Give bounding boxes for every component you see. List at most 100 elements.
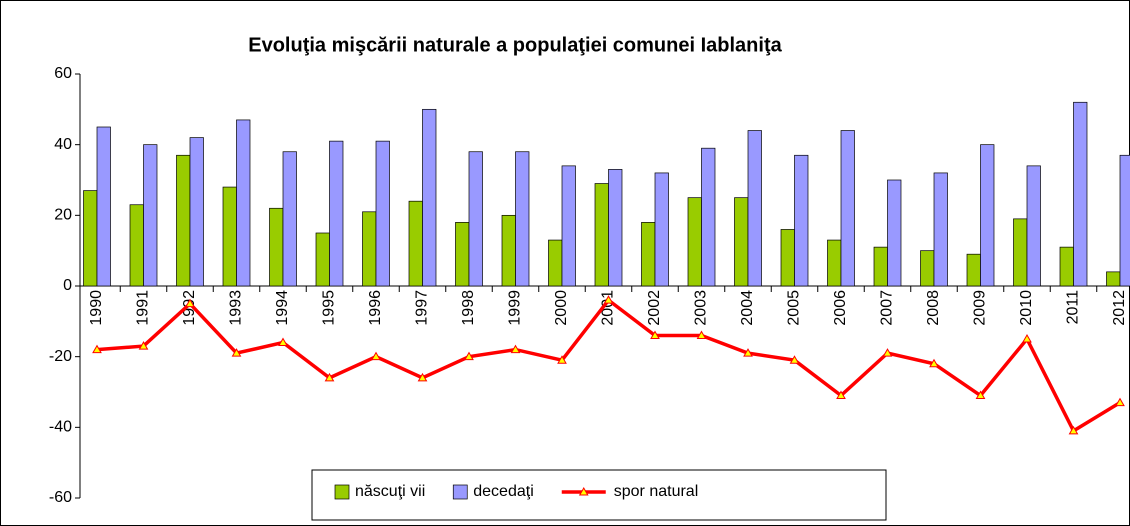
marker: [603, 295, 614, 304]
bar: [501, 214, 516, 287]
y-tick-label: 40: [54, 136, 72, 153]
y-tick-label: -60: [49, 489, 72, 506]
marker: [417, 372, 428, 382]
marker: [1115, 397, 1125, 407]
bar: [375, 140, 390, 287]
x-tick-label: 1995: [321, 290, 338, 326]
x-tick-label: 2000: [553, 290, 570, 326]
bar: [873, 246, 888, 287]
bar: [189, 137, 204, 287]
marker: [650, 330, 660, 339]
bar: [594, 183, 609, 287]
x-tick-label: 2012: [1111, 290, 1128, 326]
marker: [743, 348, 753, 357]
y-tick-label: -20: [49, 348, 72, 365]
bar: [1026, 165, 1041, 287]
x-tick-label: 2003: [693, 290, 710, 326]
bar: [222, 186, 237, 287]
bar: [83, 190, 98, 287]
bar: [1106, 271, 1121, 287]
x-tick-label: 2005: [786, 290, 803, 326]
marker: [789, 355, 800, 364]
marker: [882, 348, 893, 357]
x-tick-label: 2010: [1018, 290, 1035, 326]
marker: [464, 351, 474, 361]
bar: [269, 207, 284, 287]
bar: [966, 253, 981, 287]
x-tick-label: 1992: [181, 290, 198, 326]
bar: [455, 222, 470, 287]
bar: [840, 130, 855, 287]
bar: [687, 197, 702, 287]
bar: [561, 165, 576, 287]
bar: [1073, 101, 1088, 287]
x-tick-label: 2006: [832, 290, 849, 326]
x-tick-label: 1996: [367, 290, 384, 326]
x-tick-label: 2007: [879, 290, 896, 326]
x-tick-label: 1991: [135, 290, 152, 326]
bar: [734, 197, 749, 287]
marker: [231, 348, 242, 357]
x-tick-label: 2004: [739, 290, 756, 326]
marker: [557, 355, 567, 364]
marker: [92, 344, 102, 354]
bar: [608, 169, 623, 287]
legend-swatch: [452, 484, 468, 500]
bar: [176, 154, 191, 287]
bar: [129, 204, 144, 287]
bar: [329, 140, 344, 287]
x-tick-label: 2008: [925, 290, 942, 326]
bar: [96, 126, 111, 287]
x-tick-label: 1999: [507, 290, 524, 326]
bar: [515, 151, 530, 287]
y-tick-label: 20: [54, 207, 72, 224]
legend-label: spor natural: [614, 483, 699, 500]
y-tick-label: -40: [49, 419, 72, 436]
bar: [827, 239, 842, 287]
bar: [654, 172, 669, 287]
bar: [408, 200, 423, 287]
marker: [371, 351, 381, 361]
marker: [324, 372, 335, 382]
x-tick-label: 2011: [1065, 290, 1082, 325]
marker: [185, 298, 195, 308]
bar: [1119, 154, 1130, 287]
legend-label: decedaţi: [473, 483, 534, 500]
y-tick-label: 0: [63, 277, 72, 294]
bar: [1059, 246, 1074, 287]
marker: [929, 358, 939, 368]
bar: [641, 222, 656, 287]
bar: [933, 172, 948, 287]
marker: [975, 390, 986, 400]
legend-swatch: [334, 484, 350, 500]
bar: [747, 130, 762, 287]
marker: [1022, 333, 1032, 343]
bar: [780, 229, 795, 287]
bar: [282, 151, 297, 287]
bar: [701, 147, 716, 287]
x-tick-label: 1993: [228, 290, 245, 326]
bar: [468, 151, 483, 287]
bar: [143, 144, 158, 287]
marker: [278, 337, 288, 347]
x-tick-label: 1994: [274, 290, 291, 326]
marker: [138, 341, 149, 350]
bar: [920, 250, 935, 287]
marker: [1068, 425, 1079, 435]
x-tick-label: 1990: [88, 290, 105, 326]
x-tick-label: 1998: [460, 290, 477, 326]
legend-box: [311, 469, 887, 521]
bar: [362, 211, 377, 287]
bar: [980, 144, 995, 287]
bar: [887, 179, 902, 287]
x-tick-label: 2001: [600, 290, 617, 326]
bar: [236, 119, 251, 287]
bar: [422, 108, 437, 287]
chart-title: Evoluţia mişcării naturale a populaţiei …: [248, 34, 782, 56]
x-tick-label: 2009: [972, 290, 989, 326]
bar: [1013, 218, 1028, 287]
legend-marker: [578, 486, 589, 496]
bar: [315, 232, 330, 287]
legend-label: născuţi vii: [355, 483, 425, 500]
